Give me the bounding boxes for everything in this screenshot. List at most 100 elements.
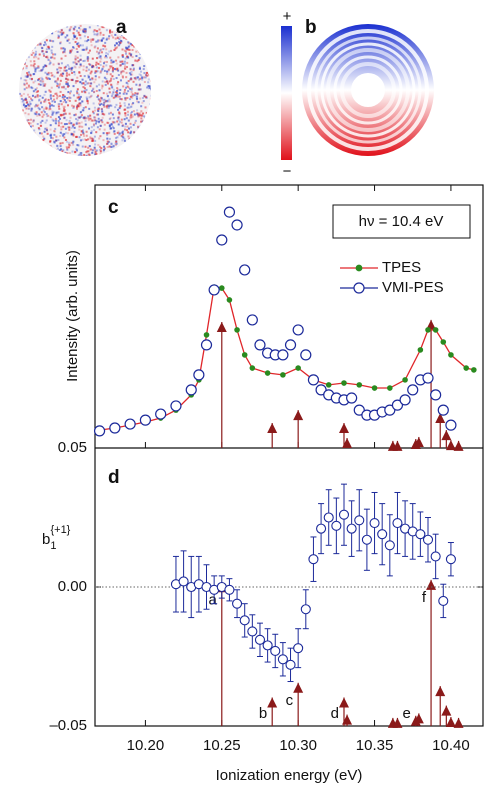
noise-pixel (23, 82, 26, 85)
noise-pixel (97, 62, 100, 65)
noise-pixel (20, 52, 23, 55)
noise-pixel (124, 108, 127, 111)
data-point (254, 634, 266, 645)
noise-pixel (46, 150, 49, 153)
noise-pixel (76, 96, 79, 99)
noise-pixel (142, 112, 145, 115)
noise-pixel (134, 39, 137, 42)
noise-pixel (130, 53, 133, 56)
noise-pixel (142, 100, 145, 103)
noise-pixel (136, 112, 139, 115)
noise-pixel (25, 142, 28, 145)
ring-gap (333, 55, 403, 125)
noise-pixel (118, 44, 121, 47)
panel-label: c (108, 197, 119, 218)
noise-pixel (47, 73, 50, 76)
noise-pixel (146, 149, 149, 152)
noise-pixel (48, 63, 51, 66)
noise-pixel (119, 60, 122, 63)
noise-pixel (150, 79, 151, 82)
noise-pixel (129, 73, 132, 76)
noise-pixel (121, 135, 124, 138)
noise-pixel (77, 154, 80, 156)
noise-pixel (104, 41, 107, 44)
data-point (325, 382, 332, 388)
noise-pixel (93, 128, 96, 131)
noise-pixel (116, 95, 119, 98)
transition-head (338, 697, 349, 708)
panel-label: d (108, 467, 120, 488)
data-point (155, 408, 167, 420)
noise-pixel (109, 67, 112, 70)
noise-pixel (33, 66, 36, 69)
noise-pixel (144, 29, 147, 32)
noise-pixel (22, 32, 25, 35)
noise-pixel (66, 83, 69, 86)
noise-pixel (67, 38, 70, 41)
data-point (277, 349, 289, 361)
noise-pixel (149, 118, 151, 121)
noise-pixel (31, 32, 34, 35)
noise-pixel (77, 31, 80, 34)
noise-pixel (116, 67, 119, 70)
noise-pixel (133, 29, 136, 32)
noise-pixel (74, 150, 77, 153)
data-point (391, 399, 404, 411)
noise-pixel (49, 95, 52, 98)
noise-pixel (84, 40, 87, 43)
noise-pixel (19, 46, 22, 49)
noise-pixel (81, 125, 84, 128)
noise-pixel (111, 120, 114, 123)
noise-pixel (61, 150, 64, 153)
data-point (226, 297, 233, 303)
noise-pixel (125, 92, 128, 95)
noise-pixel (22, 92, 25, 95)
noise-pixel (25, 105, 28, 108)
noise-pixel (141, 77, 144, 80)
data-point (231, 219, 243, 231)
noise-pixel (107, 105, 110, 108)
noise-pixel (143, 65, 146, 68)
noise-pixel (26, 75, 29, 78)
noise-pixel (101, 84, 104, 87)
noise-pixel (69, 27, 72, 30)
noise-pixel (45, 107, 48, 110)
noise-pixel (99, 98, 102, 101)
noise-pixel (20, 68, 23, 71)
data-point (284, 339, 297, 351)
noise-pixel (91, 137, 94, 140)
noise-pixel (122, 123, 125, 126)
noise-pixel (145, 71, 148, 74)
noise-pixel (106, 94, 109, 97)
y-tick-label: –0.05 (49, 717, 87, 734)
noise-pixel (141, 24, 144, 27)
noise-pixel (130, 114, 133, 117)
noise-pixel (51, 112, 54, 115)
noise-pixel (146, 62, 149, 65)
noise-pixel (46, 73, 49, 76)
noise-pixel (82, 134, 85, 137)
noise-pixel (25, 58, 28, 61)
noise-pixel (125, 71, 128, 74)
noise-pixel (79, 24, 82, 27)
noise-pixel (70, 122, 73, 125)
noise-pixel (68, 99, 71, 102)
noise-pixel (95, 149, 98, 152)
noise-pixel (66, 97, 69, 100)
noise-pixel (37, 90, 40, 93)
noise-pixel (66, 39, 69, 42)
noise-pixel (108, 145, 111, 148)
noise-pixel (147, 46, 150, 49)
data-point (448, 352, 454, 358)
transition-head (413, 713, 424, 724)
noise-pixel (125, 153, 128, 156)
noise-pixel (31, 41, 34, 44)
noise-pixel (81, 90, 84, 93)
noise-pixel (99, 100, 102, 103)
noise-pixel (91, 38, 94, 41)
noise-pixel (139, 74, 142, 77)
noise-pixel (27, 103, 30, 106)
noise-pixel (102, 48, 105, 51)
noise-pixel (27, 73, 30, 76)
noise-pixel (35, 28, 38, 31)
